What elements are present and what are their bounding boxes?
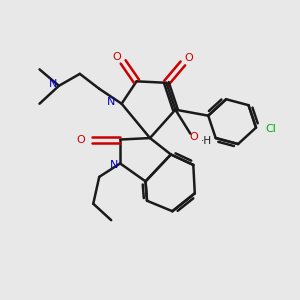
Text: O: O xyxy=(190,132,198,142)
Text: Cl: Cl xyxy=(265,124,276,134)
Text: N: N xyxy=(110,160,118,170)
Text: N: N xyxy=(49,79,57,89)
Text: N: N xyxy=(107,97,115,107)
Text: O: O xyxy=(184,53,193,63)
Text: O: O xyxy=(76,134,85,145)
Text: O: O xyxy=(112,52,121,61)
Text: ·H: ·H xyxy=(201,136,212,146)
